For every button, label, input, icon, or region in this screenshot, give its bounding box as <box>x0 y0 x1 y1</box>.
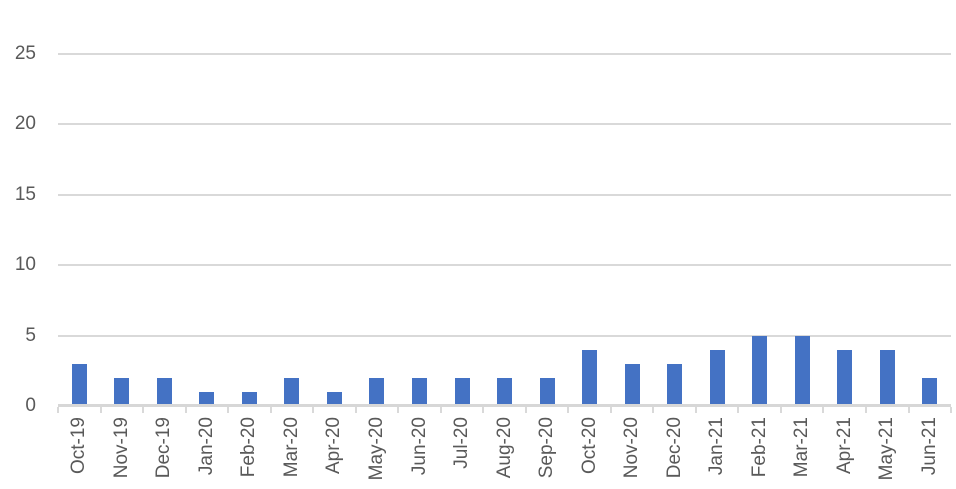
x-axis-tick <box>652 407 655 413</box>
x-axis-tick-label: Jan-20 <box>195 417 217 476</box>
gridline <box>58 53 951 55</box>
x-axis-tick-label: Feb-21 <box>748 417 770 478</box>
bar <box>369 377 385 406</box>
gridline <box>58 123 951 126</box>
x-axis-tick <box>142 407 144 413</box>
x-axis-tick <box>184 407 187 413</box>
bar <box>454 377 470 406</box>
y-axis-tick-label: 0 <box>25 395 36 416</box>
x-axis-tick-label: Apr-21 <box>833 417 855 475</box>
bar <box>199 391 215 406</box>
x-axis-tick-label: Sep-20 <box>536 417 557 479</box>
x-axis-tick-label: Apr-20 <box>323 417 345 475</box>
x-axis-line <box>58 404 951 407</box>
x-axis-tick-label: May-21 <box>876 417 898 481</box>
bar <box>879 349 895 406</box>
x-axis-tick <box>57 407 59 413</box>
x-axis-tick-label: Nov-20 <box>621 417 643 479</box>
x-axis-tick <box>354 407 357 413</box>
bar <box>539 377 555 406</box>
x-axis-tick-label: Aug-20 <box>493 417 515 479</box>
y-axis-tick-label: 25 <box>14 43 36 64</box>
bar <box>326 391 342 406</box>
x-axis-tick-label: Oct-19 <box>68 417 90 475</box>
x-axis-tick <box>524 407 527 413</box>
y-axis-tick-label: 20 <box>14 113 36 135</box>
bar <box>241 391 257 406</box>
x-axis-tick <box>439 407 442 413</box>
gridline <box>58 334 951 337</box>
x-axis-tick <box>269 407 272 413</box>
x-axis-tick <box>907 407 910 413</box>
bar <box>752 335 768 406</box>
bar <box>709 349 725 406</box>
bar <box>582 349 597 406</box>
x-axis-tick <box>865 407 867 413</box>
x-axis-tick <box>567 407 570 413</box>
x-axis-tick-label: Dec-19 <box>153 417 175 479</box>
x-axis-tick <box>822 407 825 413</box>
y-axis-tick-label: 5 <box>25 324 36 346</box>
bar <box>624 363 640 406</box>
x-axis-tick <box>227 407 230 413</box>
bar <box>114 377 130 406</box>
x-axis-tick <box>482 407 485 413</box>
y-axis-tick-label: 10 <box>14 254 36 276</box>
x-axis-tick-label: Jun-20 <box>408 417 430 476</box>
gridline <box>58 264 951 267</box>
x-axis-tick-label: Jan-21 <box>706 417 728 476</box>
x-axis-tick <box>694 407 697 413</box>
x-axis-tick <box>950 407 952 413</box>
x-axis-tick <box>99 407 102 413</box>
x-axis-tick-label: Jun-21 <box>918 417 940 476</box>
bar <box>284 377 300 406</box>
x-axis-tick <box>312 407 315 413</box>
x-axis-tick-label: Feb-20 <box>238 417 260 478</box>
x-axis-tick-label: Jul-20 <box>451 417 472 469</box>
bar <box>922 377 938 406</box>
x-axis-tick-label: Nov-19 <box>110 417 132 479</box>
gridline <box>58 193 951 196</box>
x-axis-tick-label: Mar-21 <box>791 417 813 478</box>
bar <box>794 335 810 406</box>
bar <box>71 363 87 406</box>
x-axis-tick <box>779 407 782 413</box>
bar <box>497 377 512 406</box>
x-axis-tick-label: May-20 <box>365 417 387 481</box>
bar <box>837 349 853 406</box>
x-axis-tick <box>397 407 400 413</box>
bar <box>412 377 427 406</box>
x-axis-tick <box>609 407 612 413</box>
x-axis-tick-label: Mar-20 <box>280 417 302 478</box>
bar <box>667 363 683 406</box>
x-axis-tick <box>737 407 740 413</box>
x-axis-tick-label: Dec-20 <box>663 417 685 479</box>
x-axis-tick-label: Oct-20 <box>578 417 600 475</box>
bar <box>156 377 172 406</box>
y-axis-tick-label: 15 <box>14 183 36 205</box>
